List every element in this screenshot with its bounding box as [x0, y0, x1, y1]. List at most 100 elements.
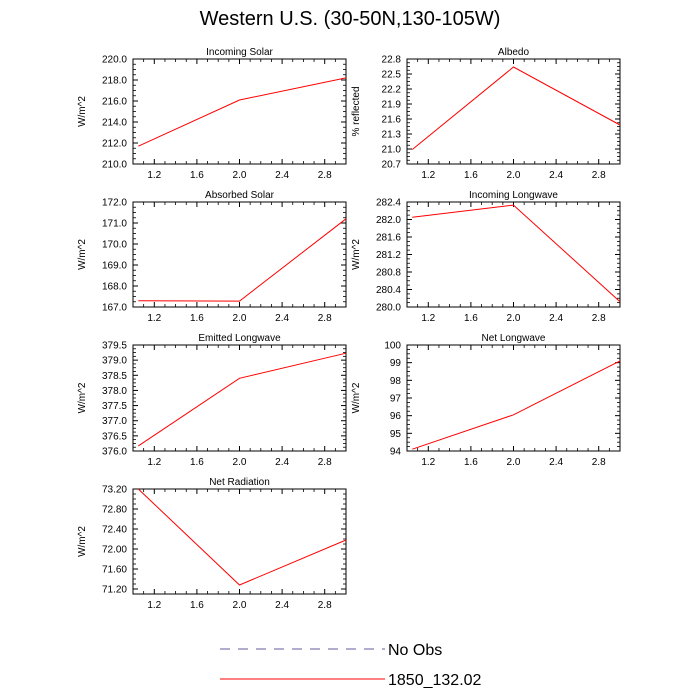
x-tick-label: 1.2: [147, 313, 161, 324]
y-tick-label: 21.9: [382, 100, 402, 111]
panel-2: Albedo % reflected 1.2 1.6 2.0 2.4 2.8 20.7 21.0…: [351, 47, 621, 181]
panel-6: Net Longwave W/m^2 1.2 1.6 2.0 2.4 2.8 94 95 96 97…: [351, 333, 621, 468]
panel-title: Net Longwave: [482, 333, 546, 344]
x-tick-label: 2.8: [318, 170, 332, 181]
x-tick-label: 1.2: [147, 457, 161, 468]
y-tick-label: 280.0: [376, 303, 401, 314]
x-tick-label: 2.0: [233, 457, 247, 468]
y-tick-label: 22.8: [382, 55, 402, 66]
x-tick-label: 1.2: [421, 457, 435, 468]
y-tick-label: 377.0: [102, 416, 127, 427]
x-tick-label: 2.8: [592, 457, 606, 468]
y-tick-label: 21.3: [382, 130, 402, 141]
panel-title: Albedo: [498, 47, 530, 58]
series-line: [137, 488, 347, 586]
x-tick-label: 2.0: [507, 170, 521, 181]
y-tick-label: 71.20: [102, 585, 127, 596]
x-tick-label: 2.0: [233, 600, 247, 611]
y-tick-label: 214.0: [102, 118, 127, 129]
series-line: [138, 218, 347, 302]
y-tick-label: 378.0: [102, 386, 127, 397]
y-tick-label: 22.5: [382, 70, 402, 81]
y-axis-label: % reflected: [351, 86, 362, 136]
panel-4: Incoming Longwave W/m^2 1.2 1.6 2.0 2.4 2.8 280…: [351, 190, 621, 324]
y-tick-label: 72.00: [102, 545, 127, 556]
y-tick-label: 167.0: [102, 303, 127, 314]
y-tick-label: 379.0: [102, 356, 127, 367]
y-tick-label: 171.0: [102, 219, 127, 230]
plot-frame: [406, 344, 621, 452]
x-tick-label: 2.8: [318, 313, 332, 324]
x-tick-label: 2.4: [549, 313, 563, 324]
x-tick-label: 1.6: [464, 313, 478, 324]
figure-title: Western U.S. (30-50N,130-105W): [199, 8, 501, 30]
legend-label-1: No Obs: [388, 642, 442, 659]
y-tick-label: 169.0: [102, 261, 127, 272]
y-tick-label: 170.0: [102, 240, 127, 251]
y-tick-label: 281.6: [376, 233, 401, 244]
y-tick-label: 377.5: [102, 401, 127, 412]
y-tick-label: 280.4: [376, 285, 401, 296]
y-tick-label: 100: [384, 341, 401, 352]
x-tick-label: 2.8: [318, 457, 332, 468]
y-tick-label: 376.5: [102, 431, 127, 442]
series-line: [138, 77, 347, 147]
y-tick-label: 94: [390, 447, 402, 458]
y-tick-label: 21.6: [382, 115, 402, 126]
y-axis-label: W/m^2: [77, 239, 88, 270]
x-tick-label: 2.4: [275, 170, 289, 181]
y-tick-label: 216.0: [102, 97, 127, 108]
x-tick-label: 1.6: [190, 170, 204, 181]
y-axis-label: W/m^2: [77, 526, 88, 557]
series-line: [412, 204, 621, 303]
panel-title: Emitted Longwave: [198, 333, 281, 344]
series-line: [412, 360, 621, 450]
panel-1: Incoming Solar W/m^2 1.2 1.6 2.0 2.4 2.8 210.0 2…: [77, 47, 347, 181]
y-tick-label: 20.7: [382, 160, 402, 171]
x-tick-label: 1.6: [464, 457, 478, 468]
x-tick-label: 1.2: [147, 600, 161, 611]
x-tick-label: 1.6: [190, 313, 204, 324]
y-tick-label: 281.2: [376, 250, 401, 261]
y-tick-label: 72.40: [102, 525, 127, 536]
y-tick-label: 21.0: [382, 145, 402, 156]
x-tick-label: 2.8: [592, 313, 606, 324]
y-tick-label: 172.0: [102, 198, 127, 209]
y-tick-label: 376.0: [102, 447, 127, 458]
y-tick-label: 280.8: [376, 268, 401, 279]
series-line: [411, 66, 621, 150]
y-axis-label: W/m^2: [77, 96, 88, 127]
y-tick-label: 168.0: [102, 282, 127, 293]
x-tick-label: 2.0: [507, 313, 521, 324]
panel-title: Absorbed Solar: [205, 190, 275, 201]
x-tick-label: 2.4: [275, 457, 289, 468]
y-tick-label: 98: [390, 376, 402, 387]
y-axis-label: W/m^2: [77, 382, 88, 413]
y-tick-label: 95: [390, 429, 402, 440]
panel-7: Net Radiation W/m^2 1.2 1.6 2.0 2.4 2.8 71.20 71…: [77, 477, 347, 611]
y-tick-label: 282.4: [376, 198, 401, 209]
plot-frame: [132, 58, 347, 165]
panel-title: Net Radiation: [209, 477, 270, 488]
y-tick-label: 22.2: [382, 85, 402, 96]
panel-title: Incoming Solar: [206, 47, 273, 58]
legend: No Obs 1850_132.02: [220, 642, 482, 689]
y-tick-label: 72.80: [102, 505, 127, 516]
y-axis-label: W/m^2: [351, 382, 362, 413]
y-tick-label: 97: [390, 394, 402, 405]
x-tick-label: 1.6: [190, 600, 204, 611]
x-tick-label: 1.2: [421, 313, 435, 324]
x-tick-label: 2.4: [549, 170, 563, 181]
panel-3: Absorbed Solar W/m^2 1.2 1.6 2.0 2.4 2.8 167.0 1…: [77, 190, 347, 324]
y-tick-label: 212.0: [102, 139, 127, 150]
panel-5: Emitted Longwave W/m^2 1.2 1.6 2.0 2.4 2.8 376.…: [77, 333, 347, 468]
plot-frame: [406, 58, 621, 165]
x-tick-label: 1.6: [464, 170, 478, 181]
x-tick-label: 1.2: [421, 170, 435, 181]
x-tick-label: 1.6: [190, 457, 204, 468]
x-tick-label: 2.4: [275, 313, 289, 324]
x-tick-label: 2.4: [549, 457, 563, 468]
plot-frame: [406, 201, 621, 308]
y-tick-label: 73.20: [102, 485, 127, 496]
